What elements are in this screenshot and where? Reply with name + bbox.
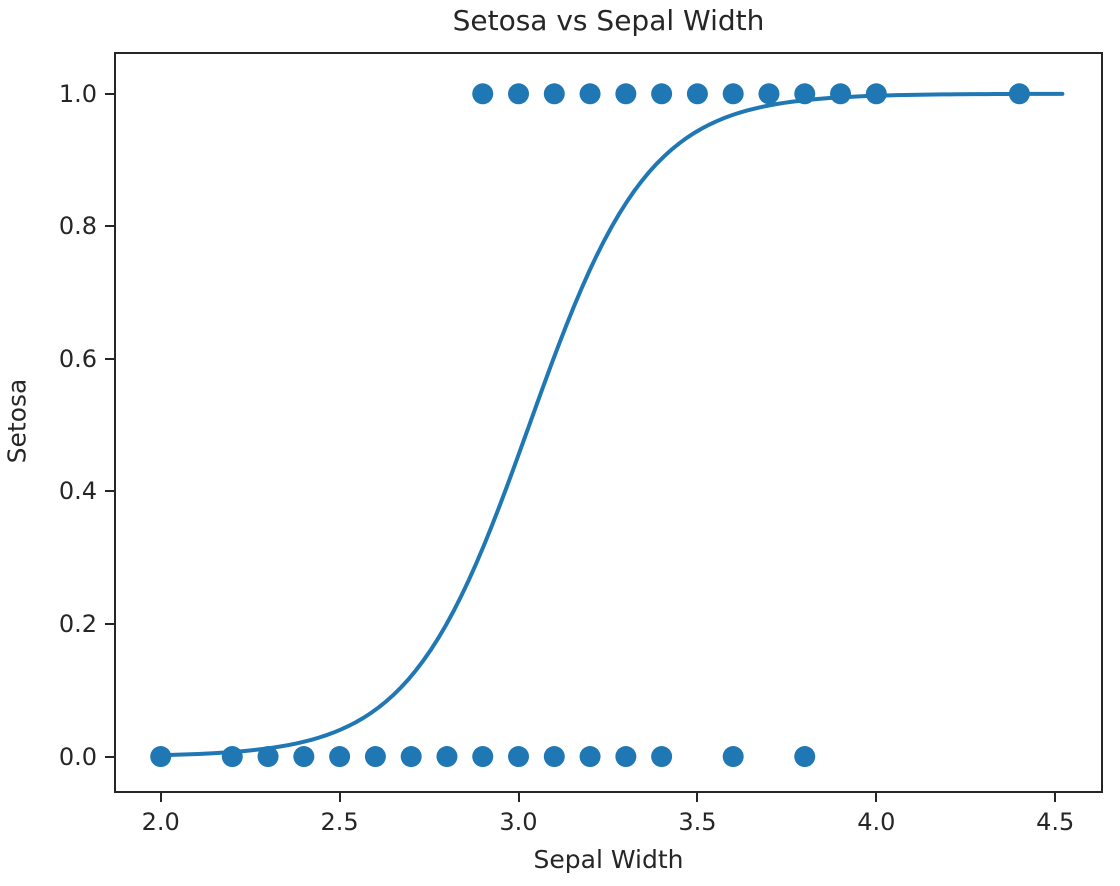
y-axis-label: Setosa bbox=[2, 378, 32, 464]
y-tick-mark bbox=[105, 755, 114, 758]
class-1-observations-point bbox=[1008, 83, 1030, 105]
y-tick-label: 0.0 bbox=[58, 742, 97, 771]
plot-svg bbox=[150, 83, 1065, 768]
x-tick-label: 4.0 bbox=[857, 808, 896, 836]
class-1-observations-point bbox=[722, 83, 744, 105]
class-0-observations-point bbox=[364, 746, 386, 768]
x-tick-mark bbox=[696, 793, 699, 802]
plot-area bbox=[114, 52, 1103, 793]
class-0-observations-point bbox=[436, 746, 458, 768]
class-0-observations-point bbox=[400, 746, 422, 768]
y-tick-mark bbox=[105, 357, 114, 360]
y-tick-mark bbox=[105, 92, 114, 95]
class-0-observations-point bbox=[651, 746, 673, 768]
class-1-observations-point bbox=[579, 83, 601, 105]
class-1-observations-point bbox=[543, 83, 565, 105]
x-tick-mark bbox=[875, 793, 878, 802]
x-tick-label: 2.0 bbox=[141, 808, 180, 836]
y-tick-label: 0.6 bbox=[58, 344, 97, 373]
class-0-observations-point bbox=[329, 746, 351, 768]
y-tick-label: 0.2 bbox=[58, 609, 97, 638]
chart-title: Setosa vs Sepal Width bbox=[452, 4, 765, 37]
class-0-observations-point bbox=[508, 746, 530, 768]
class-0-observations-point bbox=[543, 746, 565, 768]
class-1-observations-point bbox=[758, 83, 780, 105]
x-tick-mark bbox=[1054, 793, 1057, 802]
y-tick-mark bbox=[105, 490, 114, 493]
x-tick-label: 2.5 bbox=[320, 808, 359, 836]
class-1-observations-point bbox=[508, 83, 530, 105]
y-tick-mark bbox=[105, 622, 114, 625]
y-tick-mark bbox=[105, 225, 114, 228]
x-tick-label: 4.5 bbox=[1036, 808, 1075, 836]
class-1-observations-point bbox=[830, 83, 852, 105]
x-tick-label: 3.5 bbox=[678, 808, 717, 836]
class-0-observations-point bbox=[794, 746, 816, 768]
y-tick-label: 0.8 bbox=[58, 212, 97, 241]
class-1-observations-point bbox=[794, 83, 816, 105]
x-tick-mark bbox=[159, 793, 162, 802]
x-tick-mark bbox=[338, 793, 341, 802]
class-1-observations-point bbox=[472, 83, 494, 105]
class-0-observations-point bbox=[257, 746, 279, 768]
class-0-observations-point bbox=[615, 746, 637, 768]
logistic-fit-curve bbox=[158, 91, 1065, 758]
class-1-observations-point bbox=[615, 83, 637, 105]
class-0-observations-point bbox=[722, 746, 744, 768]
class-1-observations-point bbox=[686, 83, 708, 105]
class-0-observations-point bbox=[221, 746, 243, 768]
y-tick-label: 1.0 bbox=[58, 79, 97, 108]
class-1-observations-point bbox=[865, 83, 887, 105]
x-axis-label: Sepal Width bbox=[533, 845, 684, 874]
x-tick-mark bbox=[517, 793, 520, 802]
class-0-observations-point bbox=[150, 746, 172, 768]
x-tick-label: 3.0 bbox=[499, 808, 538, 836]
class-0-observations-point bbox=[579, 746, 601, 768]
class-1-observations-point bbox=[651, 83, 673, 105]
class-0-observations-point bbox=[472, 746, 494, 768]
class-0-observations-point bbox=[293, 746, 315, 768]
y-tick-label: 0.4 bbox=[58, 477, 97, 506]
